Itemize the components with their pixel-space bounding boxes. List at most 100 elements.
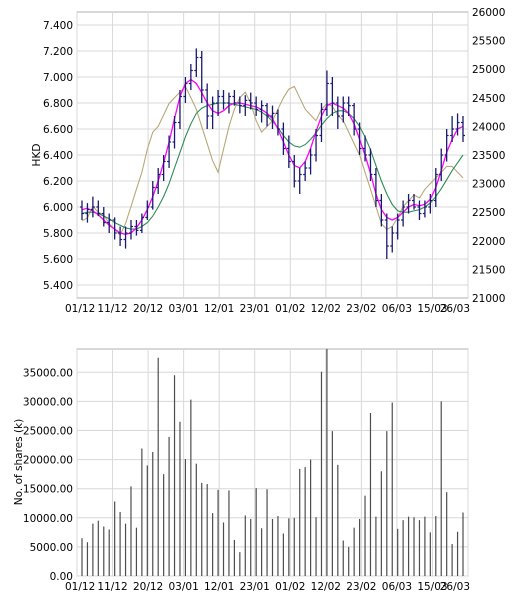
ohlc-bar	[444, 129, 449, 162]
ohlc-bar	[172, 116, 177, 149]
ohlc-bar	[308, 148, 313, 175]
volume-x-tick-label: 15/03	[417, 581, 447, 593]
ohlc-bar	[232, 90, 237, 106]
ohlc-bar	[422, 200, 427, 218]
ohlc-bar	[319, 103, 324, 142]
ohlc-bar	[221, 90, 226, 110]
ohlc-bar	[439, 148, 444, 181]
ohlc-bar	[352, 103, 357, 136]
ohlc-bar	[243, 95, 248, 116]
ohlc-bar	[395, 213, 400, 240]
ohlc-bar	[270, 105, 275, 129]
ohlc-bar	[281, 122, 286, 155]
ohlc-bar	[286, 135, 291, 168]
ohlc-bar	[461, 116, 465, 142]
index-y-tick-label: 23000	[472, 179, 505, 191]
ohlc-bar	[118, 226, 123, 246]
ohlc-bar	[205, 83, 210, 129]
volume-y-tick-label: 25000.00	[23, 425, 73, 437]
price-y-tick-label: 6.400	[43, 150, 73, 162]
ohlc-bar	[139, 213, 144, 233]
ohlc-bar	[412, 194, 417, 210]
price-y-tick-label: 7.000	[43, 72, 73, 84]
ohlc-bar	[112, 217, 117, 240]
volume-x-axis: 01/12 11/12 20/12 03/01 12/01 23/01 01/02 12/02…	[65, 581, 470, 593]
ohlc-bar	[183, 77, 188, 103]
price-y-tick-label: 5.800	[43, 228, 73, 240]
volume-x-tick-label: 06/03	[382, 581, 412, 593]
ohlc-bar	[428, 194, 433, 214]
ohlc-bar	[455, 113, 460, 136]
index-y-tick-label: 21000	[472, 293, 505, 305]
ohlc-bar	[128, 220, 133, 240]
price-x-tick-label: 20/12	[133, 303, 163, 315]
ohlc-bar	[373, 168, 378, 207]
ohlc-bar	[275, 109, 280, 136]
ohlc-bar	[357, 122, 362, 155]
volume-x-tick-label: 26/03	[440, 581, 470, 593]
ohlc-bar	[226, 92, 231, 114]
volume-bars	[81, 349, 464, 576]
ohlc-bar	[96, 200, 101, 217]
index-y-tick-label: 24500	[472, 93, 505, 105]
volume-y-tick-label: 30000.00	[23, 396, 73, 408]
volume-y-tick-label: 20000.00	[23, 455, 73, 467]
ohlc-bar	[314, 129, 319, 162]
price-x-tick-label: 06/03	[382, 303, 412, 315]
index-y-tick-label: 26000	[472, 7, 505, 19]
ohlc-bar	[85, 203, 90, 223]
ohlc-bar	[123, 226, 128, 249]
price-y-tick-label: 6.600	[43, 124, 73, 136]
ohlc-bar	[259, 100, 264, 123]
price-x-tick-label: 23/02	[346, 303, 376, 315]
ohlc-bar	[390, 226, 395, 253]
ohlc-bar	[417, 200, 422, 220]
ohlc-bar	[346, 96, 351, 116]
index-y-tick-label: 23500	[472, 150, 505, 162]
volume-x-tick-label: 12/02	[311, 581, 341, 593]
volume-y-tick-label: 0.00	[50, 571, 73, 583]
price-x-tick-label: 01/12	[65, 303, 95, 315]
ohlc-bar	[292, 155, 297, 188]
ohlc-bar	[101, 207, 106, 227]
index-y-tick-label: 22500	[472, 207, 505, 219]
price-y-tick-label: 5.400	[43, 280, 73, 292]
ohlc-bar	[254, 96, 259, 116]
volume-x-tick-label: 23/01	[240, 581, 270, 593]
price-y-tick-label: 6.200	[43, 176, 73, 188]
ohlc-bar	[379, 194, 384, 227]
index-y-tick-label: 24000	[472, 121, 505, 133]
ohlc-bar	[368, 148, 373, 181]
ohlc-bar	[199, 51, 204, 103]
volume-x-tick-label: 20/12	[133, 581, 163, 593]
price-x-tick-label: 23/01	[240, 303, 270, 315]
ohlc-bar	[341, 96, 346, 123]
ohlc-bar	[167, 135, 172, 168]
volume-y-tick-label: 15000.00	[23, 484, 73, 496]
ohlc-bar	[210, 96, 215, 129]
ohlc-bar	[406, 194, 411, 214]
volume-x-tick-label: 01/02	[275, 581, 305, 593]
volume-y-axis-label: No. of shares (k)	[13, 419, 25, 505]
price-x-tick-label: 15/03	[417, 303, 447, 315]
volume-y-tick-label: 35000.00	[23, 367, 73, 379]
index-y-axis: 21000 21500 22000 22500 23000 23500 24000 24500…	[472, 7, 505, 305]
price-y-tick-label: 7.400	[43, 20, 73, 32]
ohlc-bar	[156, 168, 161, 194]
ohlc-bar	[335, 96, 340, 129]
ohlc-bar	[401, 200, 406, 227]
ohlc-bar	[237, 96, 242, 114]
ohlc-bar	[90, 196, 95, 218]
price-x-tick-label: 01/02	[275, 303, 305, 315]
ohlc-bar	[303, 161, 308, 181]
volume-y-tick-label: 10000.00	[23, 513, 73, 525]
ohlc-bar	[265, 103, 270, 127]
price-y-tick-label: 6.000	[43, 202, 73, 214]
volume-y-axis: 0.00 5000.00 10000.00 15000.00 20000.00 25000…	[23, 367, 73, 583]
volume-x-tick-label: 23/02	[346, 581, 376, 593]
ohlc-bar	[194, 48, 199, 77]
ohlc-bar	[80, 200, 84, 220]
ohlc-bar	[363, 135, 368, 162]
price-y-axis: 5.400 5.600 5.800 6.000 6.200 6.400 6.600 6.800…	[43, 20, 73, 292]
